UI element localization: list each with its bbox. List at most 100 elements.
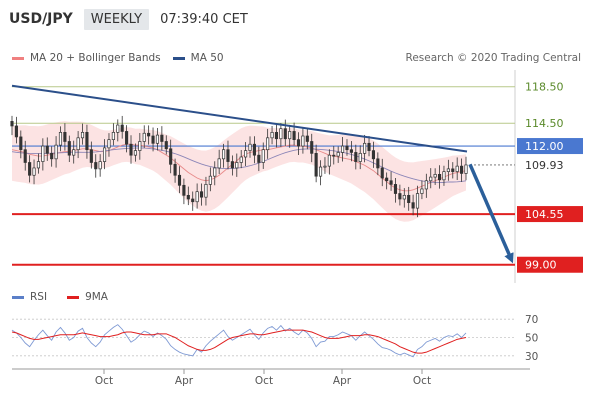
- candle-body-69: [314, 152, 318, 177]
- legend-swatch-ma50: [172, 56, 185, 60]
- candle-body-89: [402, 194, 406, 200]
- candle-body-67: [305, 135, 309, 142]
- candle-body-52: [239, 156, 243, 163]
- candle-body-19: [94, 162, 98, 170]
- candle-body-11: [58, 131, 63, 146]
- legend-label-9ma: 9MA: [85, 291, 108, 303]
- candle-body-18: [89, 149, 93, 163]
- candle-body-59: [270, 131, 274, 139]
- candle-body-47: [217, 158, 221, 169]
- candle-body-54: [248, 143, 252, 151]
- legend-item-9ma: 9MA: [67, 291, 108, 303]
- candle-body-70: [318, 166, 323, 177]
- candle-body-90: [407, 194, 411, 204]
- candle-body-9: [50, 152, 54, 160]
- level-label-3: 109.93: [525, 159, 564, 172]
- timeframe-button[interactable]: WEEKLY: [83, 8, 150, 30]
- level-label-1: 114.50: [525, 117, 564, 130]
- candle-body-38: [177, 174, 182, 186]
- candle-body-26: [125, 131, 129, 145]
- candle-body-96: [433, 173, 437, 178]
- candle-body-72: [327, 154, 331, 167]
- credit-text: Research © 2020 Trading Central: [405, 52, 582, 64]
- candle-body-99: [446, 168, 450, 172]
- candle-body-2: [19, 136, 23, 151]
- candle-body-0: [10, 121, 14, 127]
- symbol-label: USD/JPY: [9, 11, 73, 27]
- time-label: 07:39:40 CET: [160, 11, 248, 27]
- candle-body-95: [429, 176, 433, 182]
- candle-body-75: [341, 145, 345, 153]
- candle-body-39: [182, 184, 186, 196]
- rsi-tick-1: 50: [525, 333, 538, 345]
- candle-body-24: [116, 124, 120, 133]
- candle-body-37: [173, 163, 177, 176]
- legend-label-ma20: MA 20 + Bollinger Bands: [30, 52, 161, 64]
- candle-body-62: [283, 128, 287, 140]
- rsi-tick-0: 70: [525, 314, 538, 326]
- candle-body-77: [349, 149, 353, 153]
- candle-body-46: [213, 167, 217, 177]
- candle-body-6: [36, 161, 41, 169]
- candle-body-94: [424, 180, 428, 190]
- candle-body-43: [199, 191, 204, 198]
- candle-body-55: [252, 143, 256, 156]
- candle-body-15: [76, 137, 80, 151]
- candle-body-41: [191, 198, 195, 203]
- level-label-bg-4: [517, 206, 583, 223]
- candle-body-25: [120, 124, 124, 132]
- level-label-4: 104.55: [525, 208, 564, 221]
- rsi-line: [11, 324, 467, 358]
- candle-body-100: [451, 168, 455, 172]
- candle-body-1: [14, 125, 18, 138]
- candle-body-61: [279, 128, 283, 140]
- x-tick-label-1: Apr: [175, 375, 194, 387]
- candle-body-93: [420, 188, 424, 194]
- legend-swatch-rsi: [12, 295, 24, 299]
- candle-body-56: [257, 154, 261, 163]
- candle-body-40: [186, 194, 190, 200]
- candle-body-50: [230, 161, 234, 169]
- candle-body-103: [464, 164, 468, 174]
- forecast-arrow: [468, 163, 514, 264]
- candle-body-21: [103, 147, 107, 162]
- candle-body-64: [292, 131, 296, 141]
- candle-body-4: [28, 162, 32, 176]
- level-label-2: 112.00: [525, 140, 564, 153]
- candle-body-16: [80, 131, 85, 139]
- candle-body-30: [142, 132, 146, 142]
- candle-body-65: [296, 139, 301, 147]
- candle-body-33: [155, 134, 160, 144]
- candle-body-82: [371, 150, 375, 160]
- candle-body-3: [23, 149, 27, 163]
- candle-body-80: [363, 142, 367, 154]
- candle-body-44: [204, 184, 208, 198]
- x-tick-label-0: Oct: [95, 375, 113, 387]
- candle-body-85: [385, 177, 389, 182]
- candle-body-51: [235, 162, 239, 169]
- candle-body-74: [336, 152, 340, 157]
- candle-body-63: [288, 131, 292, 140]
- candle-body-29: [138, 141, 142, 151]
- legend-item-ma50: MA 50: [172, 52, 224, 64]
- candle-body-87: [393, 184, 398, 194]
- level-label-bg-5: [517, 256, 583, 273]
- candle-body-83: [376, 158, 380, 169]
- candle-body-8: [45, 145, 49, 154]
- candle-body-20: [98, 161, 102, 170]
- candle-body-36: [169, 148, 173, 165]
- bollinger-band: [12, 121, 466, 222]
- candle-body-81: [367, 142, 371, 151]
- candle-body-98: [442, 171, 446, 181]
- candle-body-86: [389, 180, 393, 185]
- rsi-9ma-line: [11, 329, 467, 354]
- candle-body-5: [32, 167, 36, 176]
- candle-body-42: [195, 191, 199, 203]
- candle-body-92: [415, 193, 420, 209]
- legend-label-rsi: RSI: [30, 291, 48, 303]
- x-tick-label-3: Apr: [333, 375, 352, 387]
- candle-body-66: [301, 135, 305, 147]
- legend-item-rsi: RSI: [12, 291, 47, 303]
- candle-body-10: [54, 144, 58, 160]
- candle-body-22: [107, 139, 111, 149]
